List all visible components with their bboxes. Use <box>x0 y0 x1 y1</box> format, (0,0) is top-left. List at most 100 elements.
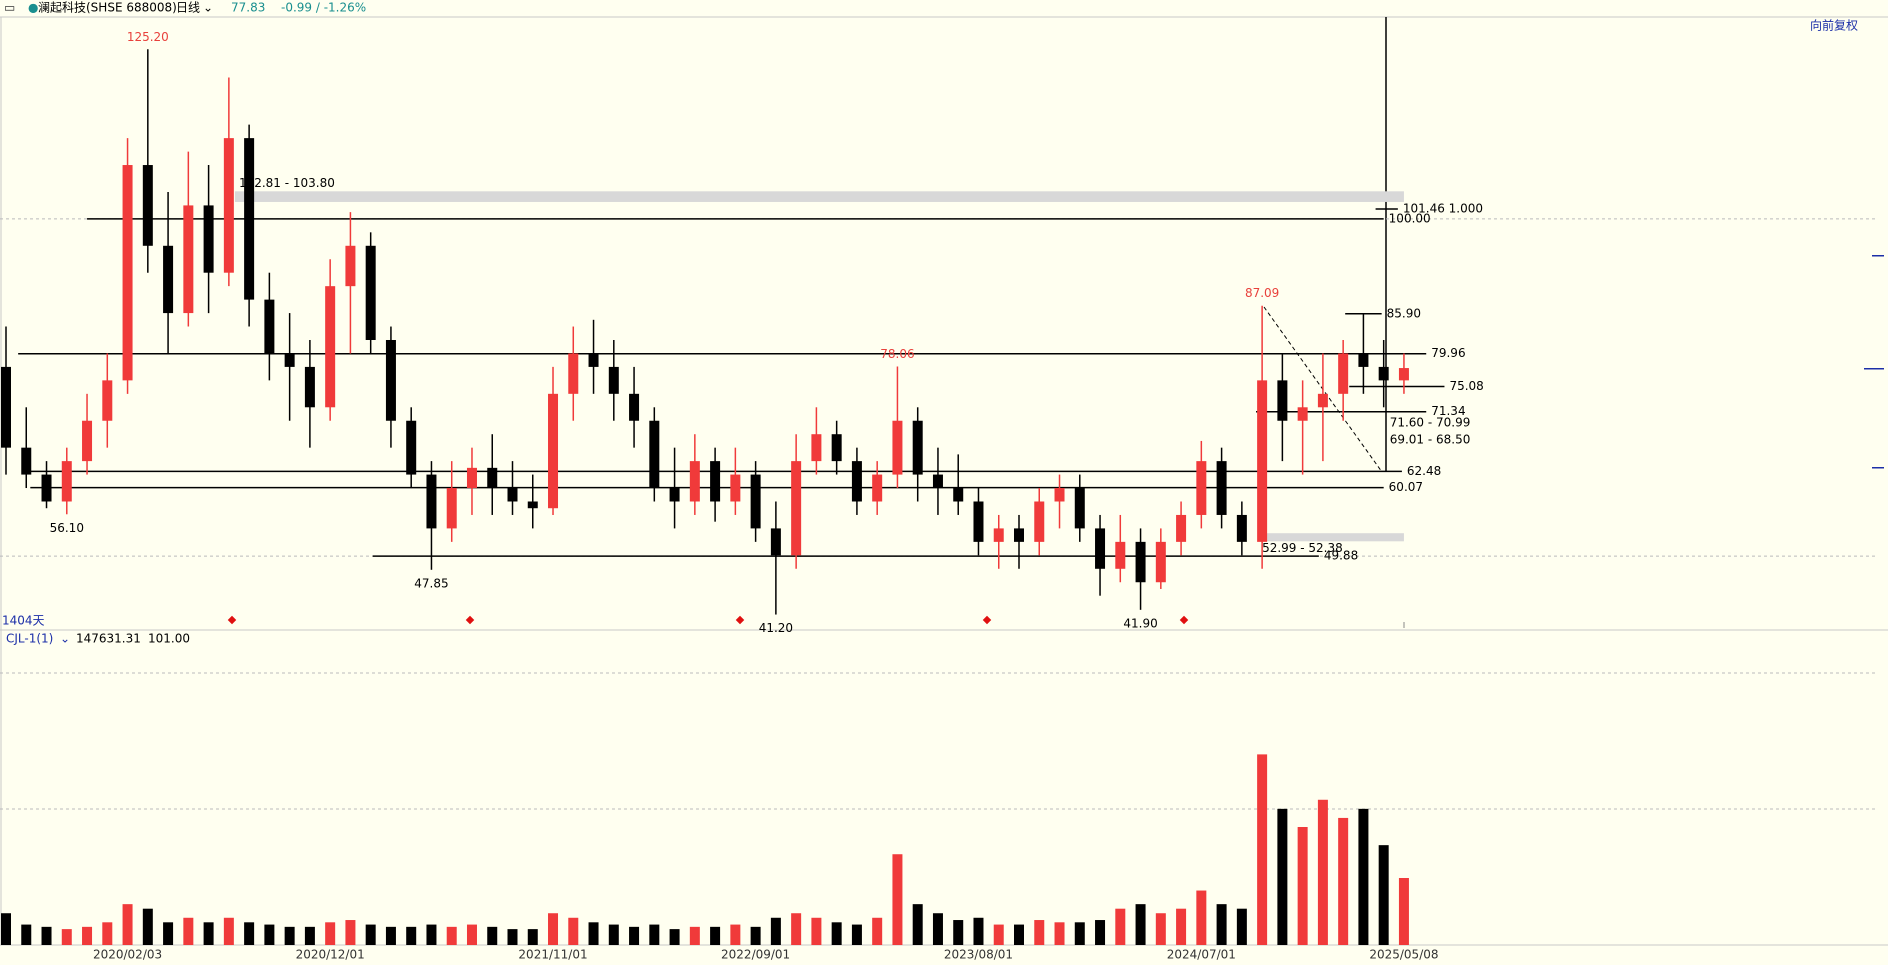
event-marker[interactable] <box>465 615 475 625</box>
level-label: 101.46 1.000 <box>1403 202 1483 216</box>
candle-body <box>304 366 315 408</box>
indicator-dropdown[interactable]: ⌄ <box>60 632 70 646</box>
volume-bar <box>304 926 315 945</box>
candle-body <box>163 245 174 314</box>
candle-body <box>710 461 721 502</box>
candle-body <box>223 138 234 273</box>
band-label: 69.01 - 68.50 <box>1390 432 1471 446</box>
candle-body <box>1034 501 1045 542</box>
volume-bar <box>284 926 295 945</box>
x-tick-label: 2020/12/01 <box>296 948 365 962</box>
right-marker <box>1872 467 1884 469</box>
candle-body <box>872 474 883 502</box>
period-dropdown[interactable]: ⌄ <box>203 1 213 15</box>
volume-bar <box>142 908 153 945</box>
level-label: 85.90 <box>1387 306 1421 320</box>
level-label: 75.08 <box>1449 379 1483 393</box>
right-markers <box>1864 255 1884 469</box>
volume-bar <box>1155 913 1166 945</box>
volume-bar <box>203 922 214 945</box>
price-mark-label: 41.90 <box>1123 616 1157 630</box>
adjust-button[interactable]: 向前复权 <box>1810 18 1858 33</box>
candle-body <box>912 420 923 475</box>
candle-body <box>426 474 437 529</box>
price-mark-label: 56.10 <box>50 521 84 535</box>
volume-bar <box>122 904 133 945</box>
volume-bar <box>872 917 883 945</box>
candle-body <box>446 488 457 529</box>
price-band <box>1258 533 1404 542</box>
candle-body <box>1378 366 1389 381</box>
price-mark-label: 47.85 <box>414 576 448 590</box>
indicator-name[interactable]: CJL-1(1) <box>6 632 53 646</box>
level-label: 100.00 <box>1389 211 1431 225</box>
candle-body <box>932 474 943 489</box>
candle-body <box>1236 514 1247 542</box>
candle-body <box>122 165 133 381</box>
event-markers <box>227 615 1189 625</box>
volume-bar <box>831 922 842 945</box>
right-marker <box>1864 368 1884 370</box>
candle-body <box>527 501 538 509</box>
stock-name[interactable]: 澜起科技(SHSE 688008) <box>38 1 177 15</box>
candle-body <box>284 353 295 367</box>
candle-body <box>1297 407 1308 421</box>
candle-body <box>1277 380 1288 421</box>
volume-bar <box>41 926 52 945</box>
level-label: 62.48 <box>1407 464 1441 478</box>
candle-body <box>325 286 336 408</box>
right-marker <box>1872 255 1884 257</box>
volume-bar <box>406 926 417 945</box>
level-label: 60.07 <box>1389 480 1423 494</box>
candle-body <box>365 245 376 340</box>
volume-bar <box>1135 904 1146 945</box>
days-label: 1404天 <box>2 614 45 628</box>
candle-body <box>892 420 903 475</box>
candle-body <box>588 353 599 367</box>
volume-bar <box>689 926 700 945</box>
candle-body <box>993 528 1004 542</box>
price-mark-label: 125.20 <box>127 30 169 44</box>
volume-bar <box>973 917 984 945</box>
volume-bar <box>1378 845 1389 945</box>
candle-body <box>183 205 194 314</box>
candle-body <box>203 205 214 273</box>
candle-body <box>811 434 822 462</box>
candle-body <box>973 501 984 542</box>
candle-body <box>1155 541 1166 583</box>
volume-bar <box>811 917 822 945</box>
volume-bar <box>1115 908 1126 945</box>
candle-body <box>689 461 700 502</box>
level-label: 71.34 <box>1431 404 1465 418</box>
candle-body <box>1338 353 1349 394</box>
volume-bar <box>669 929 680 945</box>
candle-body <box>770 528 781 556</box>
event-marker[interactable] <box>1179 615 1189 625</box>
volume-bar <box>993 924 1004 945</box>
volume-bar <box>912 904 923 945</box>
level-label: 49.88 <box>1324 549 1358 563</box>
volume-bar <box>61 929 72 945</box>
volume-bar <box>750 926 761 945</box>
candle-body <box>1317 393 1328 408</box>
volume-bar <box>649 924 660 945</box>
volume-bar <box>21 924 32 945</box>
candle-body <box>406 420 417 475</box>
candle-body <box>649 420 660 489</box>
event-marker[interactable] <box>982 615 992 625</box>
band-label: 52.99 - 52.38 <box>1262 541 1343 555</box>
volume-bar <box>730 924 741 945</box>
event-marker[interactable] <box>735 615 745 625</box>
candle-body <box>1176 514 1187 542</box>
candle-body <box>1095 528 1106 569</box>
price-mark-label: 78.06 <box>880 347 914 361</box>
candle-body <box>548 393 559 509</box>
period[interactable]: 日线 <box>176 1 200 15</box>
volume-bar <box>1358 808 1369 945</box>
volume-bar <box>1 913 11 945</box>
change: -0.99 / -1.26% <box>281 1 366 15</box>
candle-body <box>1196 461 1207 515</box>
volume-bar <box>365 924 376 945</box>
